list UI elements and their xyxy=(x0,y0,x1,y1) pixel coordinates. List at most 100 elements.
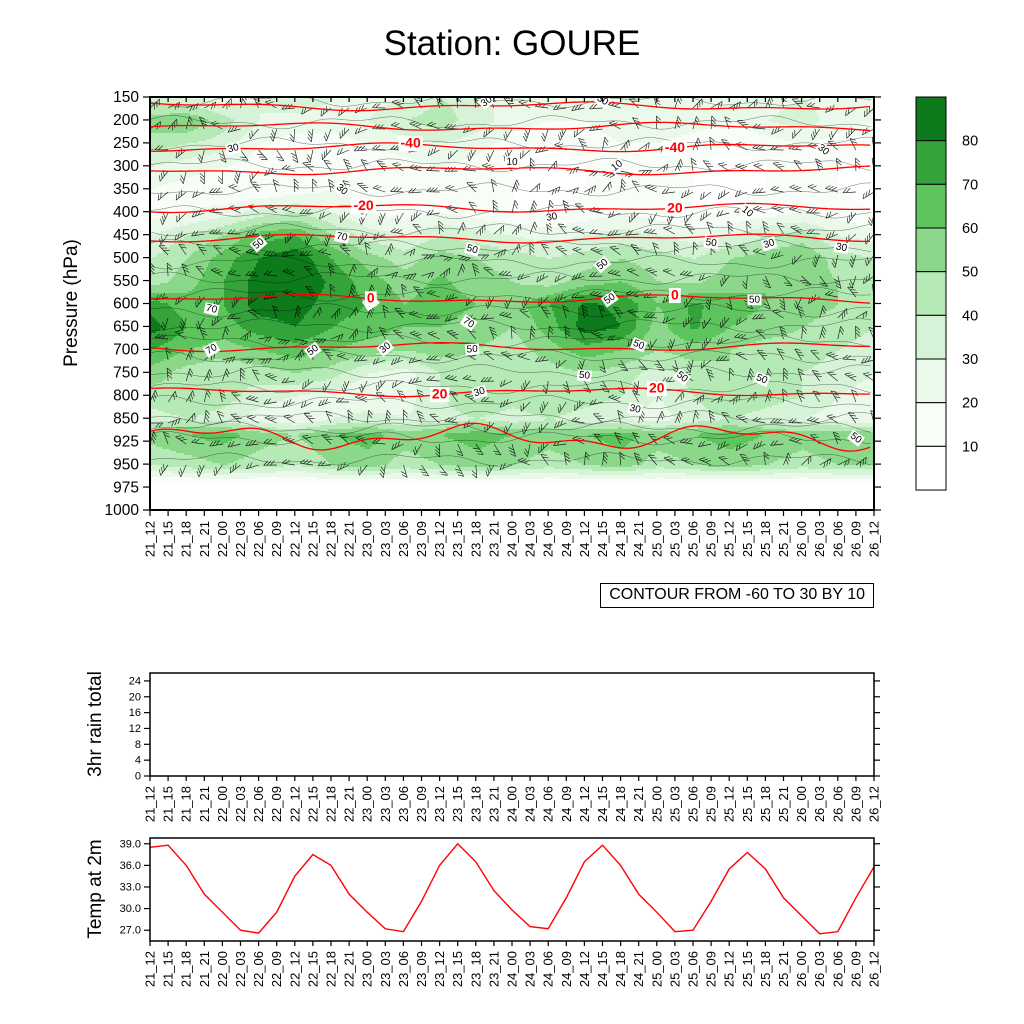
x-tick-label: 23_21 xyxy=(486,786,501,822)
x-tick-label: 23_15 xyxy=(450,786,465,822)
page-title: Station: GOURE xyxy=(383,24,641,63)
x-tick-label: 22_00 xyxy=(215,951,230,987)
x-tick-label: 23_15 xyxy=(450,951,465,987)
x-tick-label: 26_09 xyxy=(848,521,863,557)
x-tick-label: 24_09 xyxy=(559,951,574,987)
x-tick-label: 23_03 xyxy=(378,786,393,822)
pressure-tick-label: 500 xyxy=(113,250,139,267)
x-tick-label: 25_21 xyxy=(776,951,791,987)
colorbar-cell xyxy=(915,183,947,229)
colorbar-label: 10 xyxy=(962,439,978,455)
pressure-tick-label: 300 xyxy=(113,158,139,175)
x-tick-label: 23_12 xyxy=(432,521,447,557)
x-tick-label: 23_21 xyxy=(486,521,501,557)
x-tick-label: 26_12 xyxy=(867,786,882,822)
x-tick-label: 23_09 xyxy=(414,521,429,557)
x-tick-label: 23_03 xyxy=(378,951,393,987)
x-tick-label: 25_21 xyxy=(776,786,791,822)
colorbar-cell xyxy=(915,271,947,316)
x-tick-label: 22_12 xyxy=(287,951,302,987)
x-tick-label: 26_06 xyxy=(830,786,845,822)
x-tick-label: 24_12 xyxy=(577,951,592,987)
x-tick-label: 25_12 xyxy=(722,786,737,822)
x-tick-label: 24_18 xyxy=(613,521,628,557)
x-tick-label: 22_15 xyxy=(305,521,320,557)
contour-note: CONTOUR FROM -60 TO 30 BY 10 xyxy=(600,583,874,608)
x-tick-label: 25_06 xyxy=(686,786,701,822)
colorbar-cell xyxy=(915,140,947,185)
pressure-tick-label: 975 xyxy=(113,479,139,496)
colorbar-label: 40 xyxy=(962,308,978,324)
x-tick-label: 25_03 xyxy=(667,951,682,987)
rain-tick-label: 4 xyxy=(135,755,141,767)
x-tick-label: 25_18 xyxy=(758,521,773,557)
x-tick-label: 24_06 xyxy=(541,521,556,557)
x-tick-label: 23_09 xyxy=(414,951,429,987)
x-tick-label: 26_00 xyxy=(794,521,809,557)
colorbar-cell xyxy=(915,314,947,360)
x-tick-label: 21_12 xyxy=(143,951,158,987)
colorbar-label: 70 xyxy=(962,177,978,193)
x-tick-label: 25_00 xyxy=(649,521,664,557)
x-tick-label: 26_09 xyxy=(848,951,863,987)
x-tick-label: 21_15 xyxy=(161,521,176,557)
pressure-tick-label: 550 xyxy=(113,273,139,290)
temp-tick-label: 36.0 xyxy=(120,860,141,872)
x-tick-label: 24_21 xyxy=(631,521,646,557)
x-tick-label: 25_03 xyxy=(667,786,682,822)
x-tick-label: 23_12 xyxy=(432,951,447,987)
panel-frame xyxy=(149,672,875,777)
x-tick-label: 24_15 xyxy=(595,951,610,987)
x-tick-label: 22_21 xyxy=(342,521,357,557)
x-tick-label: 25_15 xyxy=(740,521,755,557)
x-tick-label: 26_03 xyxy=(812,786,827,822)
x-tick-label: 23_06 xyxy=(396,521,411,557)
x-tick-label: 26_09 xyxy=(848,786,863,822)
colorbar-cell xyxy=(915,358,947,404)
colorbar-label: 60 xyxy=(962,221,978,237)
x-tick-label: 22_09 xyxy=(269,786,284,822)
temp-tick-label: 30.0 xyxy=(120,903,141,915)
colorbar-cell xyxy=(915,227,947,273)
rain-tick-label: 16 xyxy=(129,707,141,719)
x-tick-label: 26_03 xyxy=(812,521,827,557)
x-tick-label: 25_00 xyxy=(649,786,664,822)
pressure-tick-label: 925 xyxy=(113,433,139,450)
x-tick-label: 24_21 xyxy=(631,951,646,987)
x-tick-label: 24_18 xyxy=(613,951,628,987)
x-tick-label: 22_21 xyxy=(342,951,357,987)
x-tick-label: 25_18 xyxy=(758,786,773,822)
x-tick-label: 21_15 xyxy=(161,951,176,987)
x-tick-label: 22_18 xyxy=(324,521,339,557)
x-tick-label: 25_12 xyxy=(722,521,737,557)
x-tick-label: 24_06 xyxy=(541,786,556,822)
x-tick-label: 24_12 xyxy=(577,786,592,822)
x-tick-label: 24_18 xyxy=(613,786,628,822)
x-tick-label: 26_03 xyxy=(812,951,827,987)
rain-tick-label: 24 xyxy=(129,675,141,687)
pressure-tick-label: 350 xyxy=(113,181,139,198)
x-tick-label: 22_09 xyxy=(269,521,284,557)
x-tick-label: 25_09 xyxy=(704,951,719,987)
x-tick-label: 21_21 xyxy=(197,521,212,557)
x-tick-label: 21_12 xyxy=(143,786,158,822)
x-tick-label: 26_06 xyxy=(830,951,845,987)
x-tick-label: 22_00 xyxy=(215,786,230,822)
x-tick-label: 26_12 xyxy=(867,521,882,557)
x-tick-label: 25_15 xyxy=(740,786,755,822)
cross-section-plot xyxy=(150,97,874,510)
pressure-tick-label: 600 xyxy=(113,296,139,313)
x-tick-label: 23_15 xyxy=(450,521,465,557)
x-tick-label: 23_09 xyxy=(414,786,429,822)
x-tick-label: 25_09 xyxy=(704,786,719,822)
temp-tick-label: 27.0 xyxy=(120,925,141,937)
pressure-tick-label: 700 xyxy=(113,342,139,359)
x-tick-label: 25_15 xyxy=(740,951,755,987)
rain-axis-title: 3hr rain total xyxy=(85,671,106,777)
x-tick-label: 21_18 xyxy=(179,951,194,987)
x-tick-label: 25_12 xyxy=(722,951,737,987)
x-tick-label: 24_00 xyxy=(505,951,520,987)
x-tick-label: 23_18 xyxy=(468,951,483,987)
pressure-tick-label: 400 xyxy=(113,204,139,221)
